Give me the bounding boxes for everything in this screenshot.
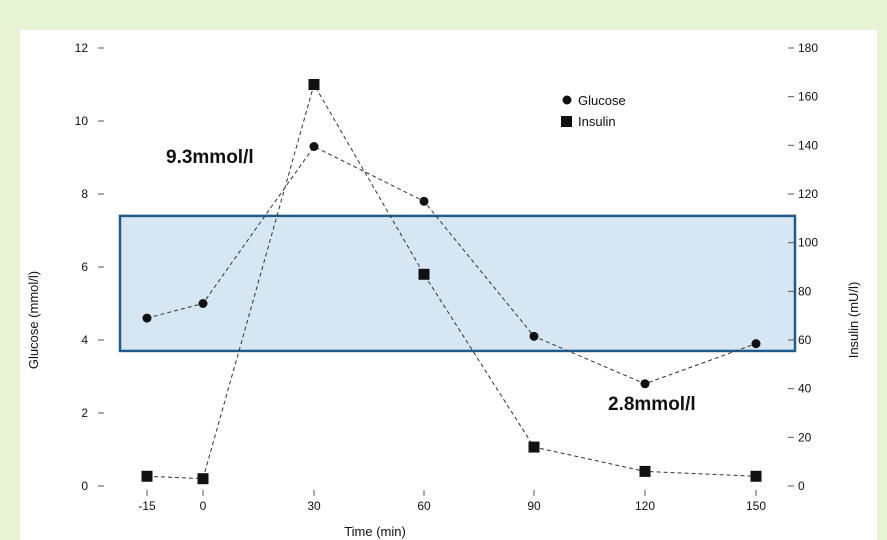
insulin-point <box>750 470 762 482</box>
right-tick-label: 0 <box>798 479 805 493</box>
right-tick-label: 140 <box>798 138 818 152</box>
right-tick-label: 40 <box>798 382 812 396</box>
reference-band <box>118 214 797 353</box>
legend-insulin-label: Insulin <box>578 114 616 129</box>
glucose-point <box>419 196 429 206</box>
insulin-point <box>418 268 430 280</box>
glucose-point <box>529 331 539 341</box>
insulin-point <box>528 441 540 453</box>
left-tick-label: 10 <box>75 114 89 128</box>
x-tick-label: 30 <box>307 499 321 513</box>
legend-glucose-label: Glucose <box>578 93 626 108</box>
annotation-peak: 9.3mmol/l <box>166 147 254 168</box>
left-tick-label: 6 <box>81 260 88 274</box>
glucose-point <box>751 339 761 349</box>
insulin-point <box>639 465 651 477</box>
right-tick-label: 100 <box>798 236 818 250</box>
x-tick-label: 120 <box>635 499 655 513</box>
x-tick-label: 150 <box>746 499 766 513</box>
left-tick-label: 2 <box>81 406 88 420</box>
insulin-point <box>141 470 153 482</box>
x-tick-label: 60 <box>417 499 431 513</box>
insulin-point <box>308 79 320 90</box>
glucose-point <box>640 379 650 389</box>
x-tick-label: 90 <box>527 499 541 513</box>
right-tick-label: 120 <box>798 187 818 201</box>
annotation-nadir: 2.8mmol/l <box>608 394 696 415</box>
glucose-point <box>198 299 208 308</box>
right-axis-title: Insulin (mU/l) <box>846 282 861 359</box>
left-tick-label: 0 <box>81 479 88 493</box>
left-tick-label: 12 <box>75 41 89 55</box>
x-axis-title: Time (min) <box>344 524 406 539</box>
right-tick-label: 180 <box>798 41 818 55</box>
legend-insulin-marker <box>561 116 572 127</box>
right-tick-label: 80 <box>798 284 812 298</box>
glucose-point <box>142 313 152 323</box>
left-axis-title: Glucose (mmol/l) <box>26 271 41 369</box>
glucose-point <box>309 142 319 152</box>
right-tick-label: 60 <box>798 333 812 347</box>
x-tick-label: 0 <box>200 499 207 513</box>
legend-glucose-marker <box>562 95 572 105</box>
left-tick-label: 8 <box>81 187 88 201</box>
right-tick-label: 20 <box>798 430 812 444</box>
chart-frame: 0 2 4 6 8 10 12 0 20 40 60 80 100 120 140 160 180 -15 0 30 6… <box>20 30 877 540</box>
insulin-point <box>197 473 209 485</box>
x-tick-label: -15 <box>138 499 156 513</box>
left-tick-label: 4 <box>81 333 88 347</box>
right-tick-label: 160 <box>798 90 818 104</box>
